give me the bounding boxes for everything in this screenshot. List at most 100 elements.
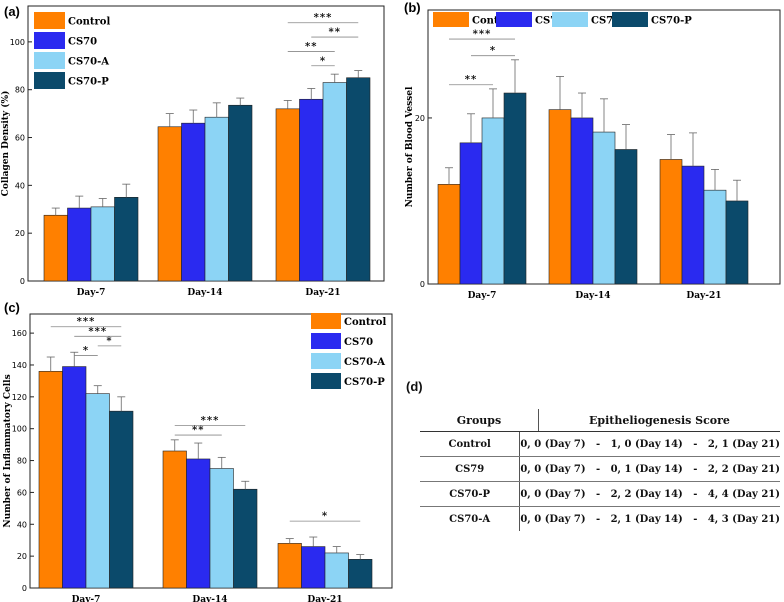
- legend-swatch: [311, 373, 341, 389]
- significance-label: **: [192, 425, 204, 436]
- bar: [570, 117, 594, 285]
- significance-label: *: [106, 336, 112, 347]
- y-tick-label: 60: [17, 488, 27, 497]
- bar: [233, 488, 258, 589]
- significance-label: ***: [88, 326, 107, 337]
- legend-swatch: [311, 353, 341, 369]
- table-cell-group: Control: [420, 432, 521, 456]
- legend-swatch: [612, 12, 648, 27]
- table-cell-score: 0, 0 (Day 7) - 0, 1 (Day 14) - 2, 2 (Day…: [520, 463, 780, 475]
- y-tick-label: 160: [12, 329, 27, 338]
- bar: [459, 142, 483, 285]
- legend-swatch: [311, 333, 341, 349]
- y-axis-label: Number of Blood Vessel: [405, 86, 415, 207]
- bar: [725, 200, 749, 285]
- bar: [62, 366, 87, 589]
- legend-label: CS70-A: [344, 357, 385, 368]
- table-row: Control 0, 0 (Day 7) - 1, 0 (Day 14) - 2…: [420, 432, 780, 457]
- panel-label: (c): [4, 300, 20, 315]
- legend-label: CS70-P: [344, 377, 385, 388]
- bar: [109, 410, 134, 589]
- y-axis-label: Number of Inflammatory Cells: [3, 374, 13, 527]
- table-cell-score: 0, 0 (Day 7) - 2, 2 (Day 14) - 4, 4 (Day…: [520, 488, 780, 500]
- bar: [299, 98, 324, 282]
- significance-label: ***: [314, 13, 333, 24]
- table-cell-score: 0, 0 (Day 7) - 2, 1 (Day 14) - 4, 3 (Day…: [520, 513, 780, 525]
- bar: [681, 165, 705, 285]
- bar: [38, 371, 63, 589]
- y-tick-label: 80: [15, 86, 25, 95]
- y-tick-label: 120: [12, 393, 27, 402]
- bar: [67, 207, 92, 282]
- bar: [209, 468, 234, 589]
- bar: [181, 122, 206, 282]
- bar: [228, 104, 253, 282]
- x-tick-label: Day-7: [468, 291, 497, 301]
- legend-label: CS70: [68, 37, 97, 48]
- table-row: CS70-A 0, 0 (Day 7) - 2, 1 (Day 14) - 4,…: [420, 507, 780, 531]
- significance-label: *: [322, 511, 328, 522]
- bar: [90, 206, 115, 282]
- x-tick-label: Day-14: [192, 595, 227, 602]
- y-tick-label: 20: [15, 229, 25, 238]
- significance-label: **: [465, 75, 477, 86]
- legend-label: CS70-A: [68, 57, 109, 68]
- y-tick-label: 40: [15, 181, 25, 190]
- x-tick-label: Day-21: [305, 288, 340, 298]
- table-panel-label: (d): [406, 379, 423, 394]
- bar: [503, 92, 527, 285]
- bar: [277, 543, 302, 589]
- y-tick-label: 0: [22, 584, 27, 593]
- y-tick-label: 80: [17, 457, 27, 466]
- x-tick-label: Day-21: [307, 595, 342, 602]
- bar: [322, 82, 347, 282]
- y-tick-label: 60: [15, 134, 25, 143]
- bar: [437, 184, 461, 285]
- epitheliogenesis-table: (d) Groups Epitheliogenesis Score Contro…: [406, 379, 780, 531]
- y-tick-label: 100: [12, 425, 27, 434]
- bar: [348, 559, 373, 589]
- bar: [703, 189, 727, 285]
- bar: [324, 552, 349, 589]
- legend-label: CS70-A: [591, 16, 632, 27]
- significance-label: ***: [77, 317, 96, 328]
- bar: [186, 458, 211, 589]
- significance-label: **: [329, 27, 341, 38]
- table-row: CS70-P 0, 0 (Day 7) - 2, 2 (Day 14) - 4,…: [420, 482, 780, 507]
- y-tick-label: 140: [12, 361, 27, 370]
- bar: [346, 77, 371, 282]
- bar: [114, 197, 139, 282]
- legend-label: CS70: [344, 337, 373, 348]
- significance-label: **: [305, 41, 317, 52]
- bar: [204, 116, 229, 282]
- bar: [659, 159, 683, 285]
- panel-label: (a): [4, 4, 20, 19]
- significance-label: *: [490, 46, 496, 57]
- y-tick-label: 100: [10, 38, 25, 47]
- y-tick-label: 20: [17, 552, 27, 561]
- legend-label: Control: [344, 317, 386, 328]
- panel-label: (b): [404, 0, 421, 15]
- x-tick-label: Day-7: [72, 595, 101, 602]
- legend-swatch: [34, 52, 65, 69]
- y-axis-label: Collagen Density (%): [0, 91, 11, 197]
- legend-swatch: [34, 32, 65, 49]
- legend-swatch: [433, 12, 469, 27]
- significance-label: ***: [473, 29, 492, 40]
- bar: [548, 109, 572, 285]
- y-tick-label: 0: [20, 277, 25, 286]
- legend-label: CS70-P: [68, 77, 109, 88]
- table-cell-score: 0, 0 (Day 7) - 1, 0 (Day 14) - 2, 1 (Day…: [520, 438, 780, 450]
- legend-swatch: [34, 72, 65, 89]
- table-header-groups: Groups: [420, 409, 539, 431]
- chart-panel-c: (c) 0 20 40 60 80 100 120 140 160 Number of Inflam…: [3, 300, 393, 602]
- x-tick-label: Day-14: [187, 288, 222, 298]
- x-tick-label: Day-21: [686, 291, 721, 301]
- legend-swatch: [34, 12, 65, 29]
- bar: [157, 126, 182, 282]
- bar: [162, 450, 187, 589]
- significance-label: *: [320, 56, 326, 67]
- bar: [481, 117, 505, 285]
